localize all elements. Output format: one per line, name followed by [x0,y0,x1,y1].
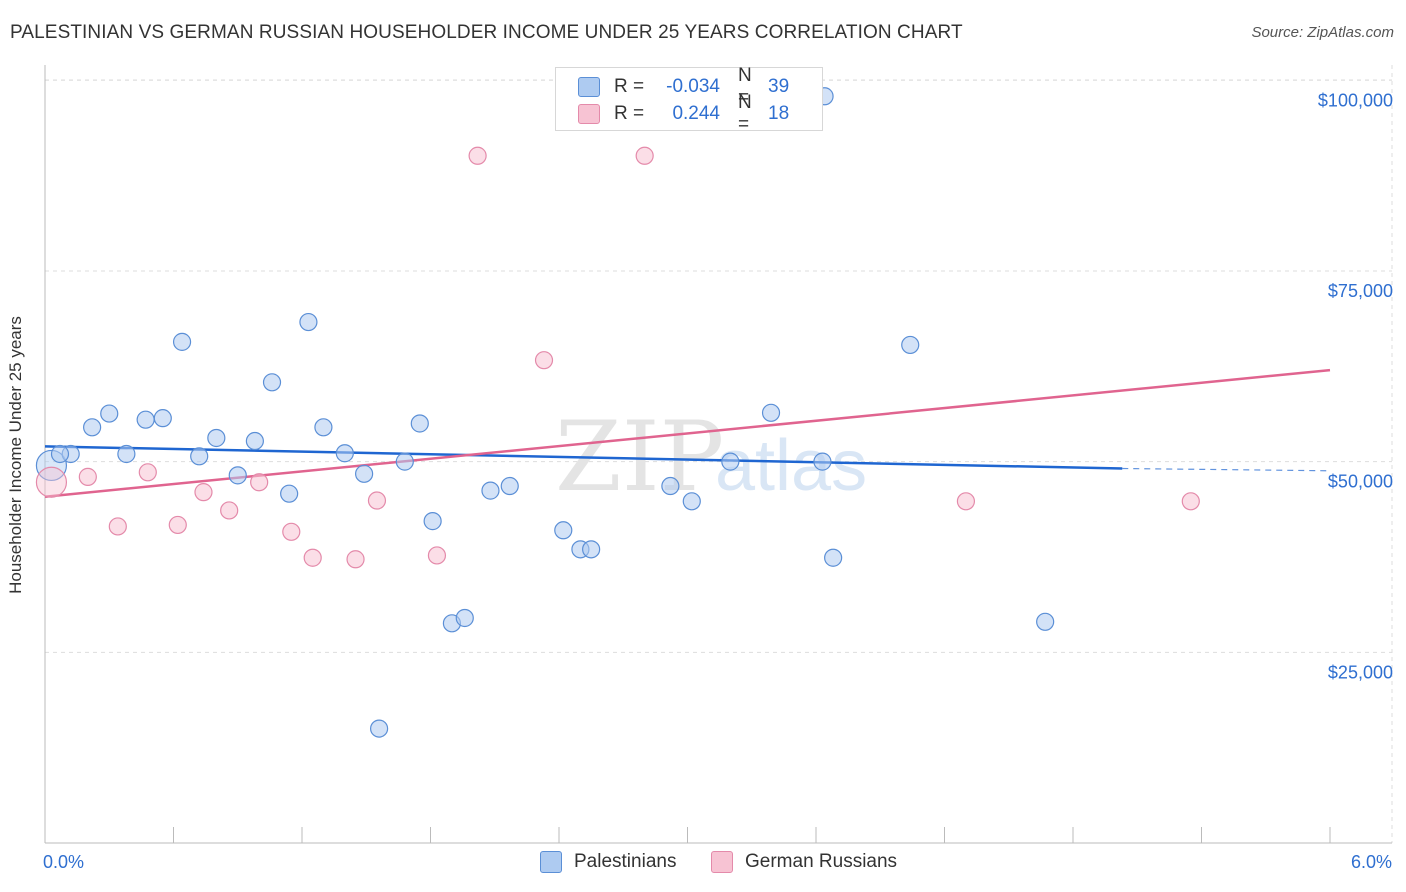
legend-item-palestinians: Palestinians [540,851,676,873]
point-palestinians [117,444,136,464]
point-german-russians [367,491,387,510]
legend-swatch-pink [578,104,600,124]
point-palestinians [761,403,781,422]
legend-n-value: 18 [768,103,790,124]
point-palestinians [721,452,740,471]
y-tick-label: $75,000 [1328,281,1393,301]
point-german-russians [635,146,654,165]
point-palestinians [455,608,474,628]
point-palestinians [262,373,282,392]
data-points [35,87,1200,738]
point-palestinians [395,452,414,471]
legend-r-value: 0.244 [672,103,720,124]
x-tick-label-min: 0.0% [43,852,85,872]
point-german-russians [35,466,68,498]
point-german-russians [468,146,487,165]
point-palestinians [100,404,119,423]
point-palestinians [50,444,70,464]
series-legend: Palestinians German Russians [0,851,1406,877]
point-palestinians [813,452,832,471]
legend-r-label: R = [614,76,645,97]
legend-label-german-russians: German Russians [745,851,898,872]
x-tick-label-max: 6.0% [1350,852,1392,872]
point-palestinians [153,409,172,428]
point-palestinians [682,492,701,511]
y-tick-label: $25,000 [1328,662,1393,682]
legend-r-label: R = [614,103,645,124]
axes [44,65,1392,844]
trend-line-palestinians [44,445,1123,470]
point-palestinians [245,431,264,451]
legend-r-value: -0.034 [666,76,720,97]
legend-n-value: 39 [768,76,790,97]
point-german-russians [138,463,157,482]
point-palestinians [582,540,601,559]
legend-n-label: N = [738,92,752,135]
point-palestinians [554,521,573,540]
point-german-russians [108,517,127,536]
point-palestinians [661,476,680,496]
point-palestinians [335,444,354,463]
y-tick-label: $100,000 [1318,90,1393,110]
point-palestinians [1036,612,1055,631]
point-german-russians [194,483,213,502]
point-palestinians [824,548,843,567]
point-german-russians [346,550,365,569]
legend-label-palestinians: Palestinians [574,851,677,872]
point-palestinians [280,484,299,503]
point-palestinians [481,481,500,500]
point-palestinians [500,476,519,496]
point-german-russians [282,522,301,541]
point-palestinians [423,512,442,531]
point-german-russians [534,351,554,370]
legend-swatch-pink [711,851,733,873]
point-palestinians [136,410,155,429]
point-german-russians [427,546,447,565]
point-palestinians [314,418,333,437]
point-palestinians [410,414,429,433]
legend-row-german-russians: R = 0.244 N = 18 [578,92,790,135]
point-palestinians [228,466,247,485]
legend-n-label: N = [738,65,752,108]
point-german-russians [956,492,976,511]
legend-row-palestinians: R = -0.034 N = 39 [578,65,790,108]
grid-lines [45,65,1393,843]
point-german-russians [168,515,187,535]
legend-item-german-russians: German Russians [711,851,897,873]
legend-swatch-blue [578,77,600,97]
legend-swatch-blue [540,851,562,873]
point-german-russians [1181,492,1200,511]
point-german-russians [250,473,269,492]
point-palestinians [370,719,389,738]
y-axis-label: Householder Income Under 25 years [6,316,25,594]
y-tick-labels: $25,000 $50,000 $75,000 $100,000 [1318,90,1393,682]
point-palestinians [172,332,192,351]
source-label: Source: ZipAtlas.com [1251,24,1394,41]
point-palestinians [207,428,226,448]
y-tick-label: $50,000 [1328,472,1393,492]
point-palestinians [83,418,102,437]
point-german-russians [303,548,322,567]
point-german-russians [220,501,239,520]
watermark-atlas: atlas [715,426,867,506]
point-palestinians [901,335,920,355]
watermark: ZIP atlas [555,401,867,513]
point-palestinians [190,447,209,466]
point-palestinians [355,464,374,483]
chart-title: PALESTINIAN VS GERMAN RUSSIAN HOUSEHOLDE… [10,22,963,43]
point-german-russians [78,467,97,486]
correlation-legend: R = -0.034 N = 39 R = 0.244 N = 18 [555,65,823,135]
trend-line-palestinians-extension [1122,467,1331,472]
point-palestinians [299,312,318,332]
